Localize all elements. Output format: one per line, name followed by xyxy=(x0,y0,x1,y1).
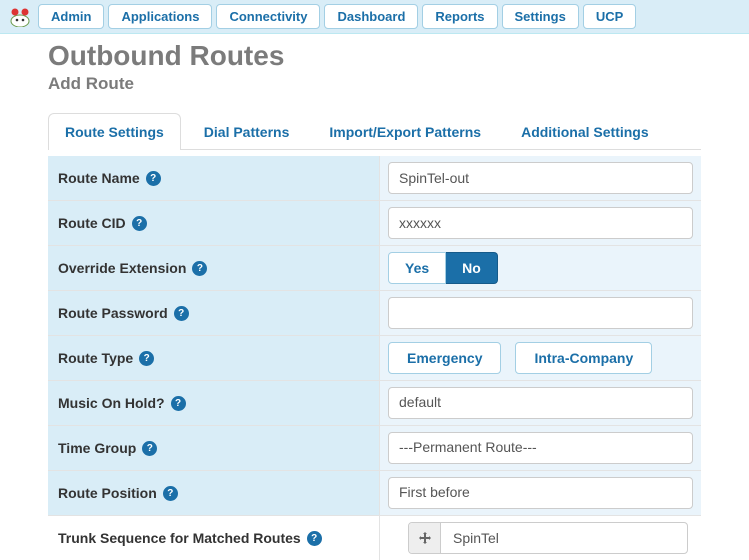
label-route-password: Route Password xyxy=(58,305,168,321)
nav-reports[interactable]: Reports xyxy=(422,4,497,29)
select-music-on-hold[interactable]: default xyxy=(388,387,693,419)
select-time-group[interactable]: ---Permanent Route--- xyxy=(388,432,693,464)
trunk-label: SpinTel xyxy=(441,530,511,546)
tab-route-settings[interactable]: Route Settings xyxy=(48,113,181,150)
route-type-intracompany-button[interactable]: Intra-Company xyxy=(515,342,652,374)
label-time-group: Time Group xyxy=(58,440,136,456)
form-area: Route Name ? Route CID ? Override Extens… xyxy=(48,150,701,560)
drag-handle-icon[interactable] xyxy=(409,523,441,553)
tab-dial-patterns[interactable]: Dial Patterns xyxy=(187,113,307,150)
input-route-name[interactable] xyxy=(388,162,693,194)
page-title: Outbound Routes xyxy=(48,40,701,72)
label-route-cid: Route CID xyxy=(58,215,126,231)
nav-dashboard[interactable]: Dashboard xyxy=(324,4,418,29)
override-yes-button[interactable]: Yes xyxy=(388,252,446,284)
help-icon[interactable]: ? xyxy=(163,486,178,501)
tab-import-export[interactable]: Import/Export Patterns xyxy=(312,113,498,150)
nav-admin[interactable]: Admin xyxy=(38,4,104,29)
input-route-password[interactable] xyxy=(388,297,693,329)
nav-settings[interactable]: Settings xyxy=(502,4,579,29)
logo-icon xyxy=(6,6,34,28)
top-nav: Admin Applications Connectivity Dashboar… xyxy=(0,0,749,34)
label-override-extension: Override Extension xyxy=(58,260,186,276)
nav-connectivity[interactable]: Connectivity xyxy=(216,4,320,29)
help-icon[interactable]: ? xyxy=(142,441,157,456)
label-route-position: Route Position xyxy=(58,485,157,501)
input-route-cid[interactable] xyxy=(388,207,693,239)
label-route-name: Route Name xyxy=(58,170,140,186)
help-icon[interactable]: ? xyxy=(192,261,207,276)
help-icon[interactable]: ? xyxy=(139,351,154,366)
help-icon[interactable]: ? xyxy=(174,306,189,321)
trunk-item[interactable]: SpinTel xyxy=(408,522,688,554)
select-route-position[interactable]: First before xyxy=(388,477,693,509)
help-icon[interactable]: ? xyxy=(132,216,147,231)
label-music-on-hold: Music On Hold? xyxy=(58,395,165,411)
tab-additional-settings[interactable]: Additional Settings xyxy=(504,113,666,150)
label-trunk-sequence: Trunk Sequence for Matched Routes xyxy=(58,530,301,546)
page-subtitle: Add Route xyxy=(48,74,701,94)
help-icon[interactable]: ? xyxy=(307,531,322,546)
override-no-button[interactable]: No xyxy=(446,252,498,284)
help-icon[interactable]: ? xyxy=(146,171,161,186)
nav-applications[interactable]: Applications xyxy=(108,4,212,29)
nav-ucp[interactable]: UCP xyxy=(583,4,636,29)
label-route-type: Route Type xyxy=(58,350,133,366)
tab-bar: Route Settings Dial Patterns Import/Expo… xyxy=(48,112,701,150)
help-icon[interactable]: ? xyxy=(171,396,186,411)
route-type-emergency-button[interactable]: Emergency xyxy=(388,342,501,374)
